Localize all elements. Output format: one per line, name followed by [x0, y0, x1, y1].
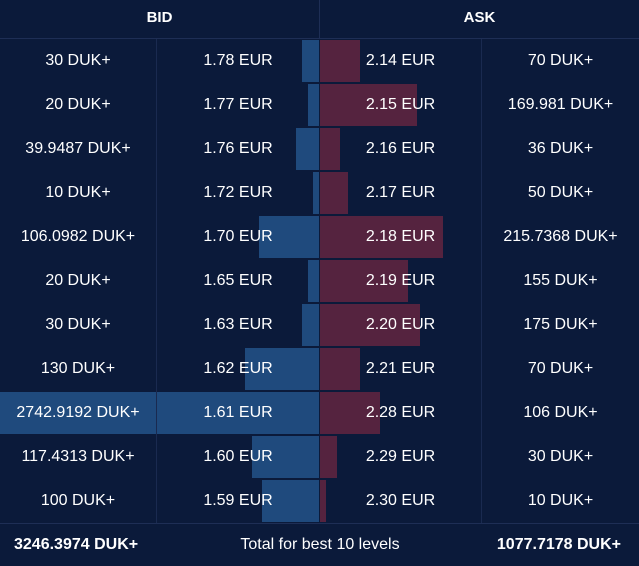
bid-depth-bar: [259, 216, 319, 258]
order-book-footer: 3246.3974 DUK+ Total for best 10 levels …: [0, 523, 639, 562]
order-book-row[interactable]: 39.9487 DUK+ 1.76 EUR 2.16 EUR 36 DUK+: [0, 127, 639, 171]
ask-depth-bar: [320, 40, 360, 82]
ask-column-title: ASK: [463, 9, 496, 26]
ask-depth-bar: [320, 436, 337, 478]
ask-price: 2.30 EUR: [365, 492, 436, 509]
ask-amount: 175 DUK+: [523, 316, 598, 333]
bid-total: 3246.3974 DUK+: [14, 536, 139, 553]
order-book-row[interactable]: 117.4313 DUK+ 1.60 EUR 2.29 EUR 30 DUK+: [0, 435, 639, 479]
bid-price: 1.65 EUR: [203, 272, 273, 289]
order-book-row[interactable]: 106.0982 DUK+ 1.70 EUR 2.18 EUR 215.7368 DU…: [0, 215, 639, 259]
order-book-row[interactable]: 100 DUK+ 1.59 EUR 2.30 EUR 10 DUK+: [0, 479, 639, 523]
ask-price: 2.20 EUR: [365, 316, 436, 333]
bid-column-title: BID: [146, 9, 173, 26]
column-divider: [481, 39, 482, 523]
bid-price: 1.59 EUR: [203, 492, 273, 509]
ask-amount: 155 DUK+: [523, 272, 598, 289]
bid-price: 1.78 EUR: [203, 52, 273, 69]
order-book-row[interactable]: 20 DUK+ 1.77 EUR 2.15 EUR 169.981 DUK+: [0, 83, 639, 127]
bid-amount: 100 DUK+: [40, 492, 116, 509]
order-book-header: BID ASK: [0, 0, 639, 39]
bid-price: 1.63 EUR: [203, 316, 273, 333]
bid-amount: 20 DUK+: [45, 272, 111, 289]
bid-price: 1.77 EUR: [203, 96, 273, 113]
order-book-rows: 30 DUK+ 1.78 EUR 2.14 EUR 70 DUK+ 20 DUK+ 1.7…: [0, 39, 639, 523]
ask-price: 2.29 EUR: [365, 448, 436, 465]
bid-price: 1.60 EUR: [203, 448, 273, 465]
ask-price: 2.17 EUR: [365, 184, 436, 201]
bid-amount: 130 DUK+: [40, 360, 116, 377]
bid-price: 1.76 EUR: [203, 140, 273, 157]
ask-price: 2.28 EUR: [365, 404, 436, 421]
bid-amount: 2742.9192 DUK+: [16, 404, 140, 421]
order-book-row[interactable]: 10 DUK+ 1.72 EUR 2.17 EUR 50 DUK+: [0, 171, 639, 215]
bid-amount: 30 DUK+: [45, 52, 111, 69]
order-book-row[interactable]: 130 DUK+ 1.62 EUR 2.21 EUR 70 DUK+: [0, 347, 639, 391]
bid-price: 1.61 EUR: [203, 404, 273, 421]
bid-depth-bar: [0, 392, 319, 434]
bid-depth-bar: [302, 40, 319, 82]
ask-amount: 70 DUK+: [527, 360, 594, 377]
ask-depth-bar: [320, 392, 380, 434]
ask-amount: 169.981 DUK+: [507, 96, 614, 113]
ask-amount: 30 DUK+: [527, 448, 594, 465]
ask-depth-bar: [320, 172, 348, 214]
header-divider: [319, 0, 320, 38]
ask-depth-bar: [320, 348, 360, 390]
bid-amount: 117.4313 DUK+: [21, 448, 135, 465]
order-book-row[interactable]: 30 DUK+ 1.63 EUR 2.20 EUR 175 DUK+: [0, 303, 639, 347]
order-book-row[interactable]: 20 DUK+ 1.65 EUR 2.19 EUR 155 DUK+: [0, 259, 639, 303]
bid-amount: 106.0982 DUK+: [20, 228, 136, 245]
ask-amount: 36 DUK+: [527, 140, 594, 157]
ask-depth-bar: [320, 84, 417, 126]
bid-depth-bar: [296, 128, 319, 170]
ask-price: 2.15 EUR: [365, 96, 436, 113]
bid-depth-bar: [252, 436, 319, 478]
ask-price: 2.21 EUR: [365, 360, 436, 377]
ask-amount: 50 DUK+: [527, 184, 594, 201]
ask-price: 2.19 EUR: [365, 272, 436, 289]
ask-amount: 106 DUK+: [523, 404, 598, 421]
column-divider: [156, 39, 157, 523]
order-book-row[interactable]: 2742.9192 DUK+ 1.61 EUR 2.28 EUR 106 DUK+: [0, 391, 639, 435]
ask-price: 2.16 EUR: [365, 140, 436, 157]
ask-total: 1077.7178 DUK+: [496, 536, 621, 553]
bid-price: 1.70 EUR: [203, 228, 273, 245]
bid-amount: 10 DUK+: [45, 184, 111, 201]
bid-amount: 30 DUK+: [45, 316, 111, 333]
order-book-row[interactable]: 30 DUK+ 1.78 EUR 2.14 EUR 70 DUK+: [0, 39, 639, 83]
bid-amount: 39.9487 DUK+: [25, 140, 131, 157]
ask-depth-bar: [320, 216, 443, 258]
bid-depth-bar: [313, 172, 319, 214]
ask-depth-bar: [320, 260, 408, 302]
ask-depth-bar: [320, 304, 420, 346]
bid-depth-bar: [302, 304, 319, 346]
ask-depth-bar: [320, 128, 340, 170]
ask-price: 2.14 EUR: [365, 52, 436, 69]
ask-amount: 70 DUK+: [527, 52, 594, 69]
bid-depth-bar: [308, 84, 319, 126]
totals-label: Total for best 10 levels: [240, 536, 400, 553]
ask-depth-bar: [320, 480, 326, 522]
bid-price: 1.62 EUR: [203, 360, 273, 377]
ask-amount: 215.7368 DUK+: [503, 228, 618, 245]
bid-depth-bar: [262, 480, 319, 522]
bid-depth-bar: [245, 348, 319, 390]
bid-amount: 20 DUK+: [45, 96, 111, 113]
ask-price: 2.18 EUR: [365, 228, 436, 245]
bid-depth-bar: [308, 260, 319, 302]
bid-price: 1.72 EUR: [203, 184, 273, 201]
ask-amount: 10 DUK+: [527, 492, 594, 509]
